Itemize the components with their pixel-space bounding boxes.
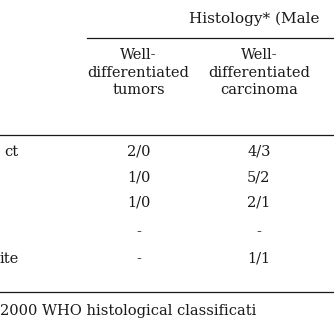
Text: -: -	[257, 225, 261, 239]
Text: 1/1: 1/1	[247, 252, 271, 266]
Text: 4/3: 4/3	[247, 145, 271, 159]
Text: Well-
differentiated
tumors: Well- differentiated tumors	[88, 48, 190, 97]
Text: ct: ct	[4, 145, 18, 159]
Text: 2/0: 2/0	[127, 145, 150, 159]
Text: 1/0: 1/0	[127, 170, 150, 184]
Text: ite: ite	[0, 252, 18, 266]
Text: 2000 WHO histological classificati: 2000 WHO histological classificati	[0, 304, 257, 318]
Text: -: -	[136, 225, 141, 239]
Text: 1/0: 1/0	[127, 195, 150, 209]
Text: Histology* (Male: Histology* (Male	[189, 12, 319, 26]
Text: Well-
differentiated
carcinoma: Well- differentiated carcinoma	[208, 48, 310, 97]
Text: -: -	[136, 252, 141, 266]
Text: 2/1: 2/1	[247, 195, 271, 209]
Text: 5/2: 5/2	[247, 170, 271, 184]
